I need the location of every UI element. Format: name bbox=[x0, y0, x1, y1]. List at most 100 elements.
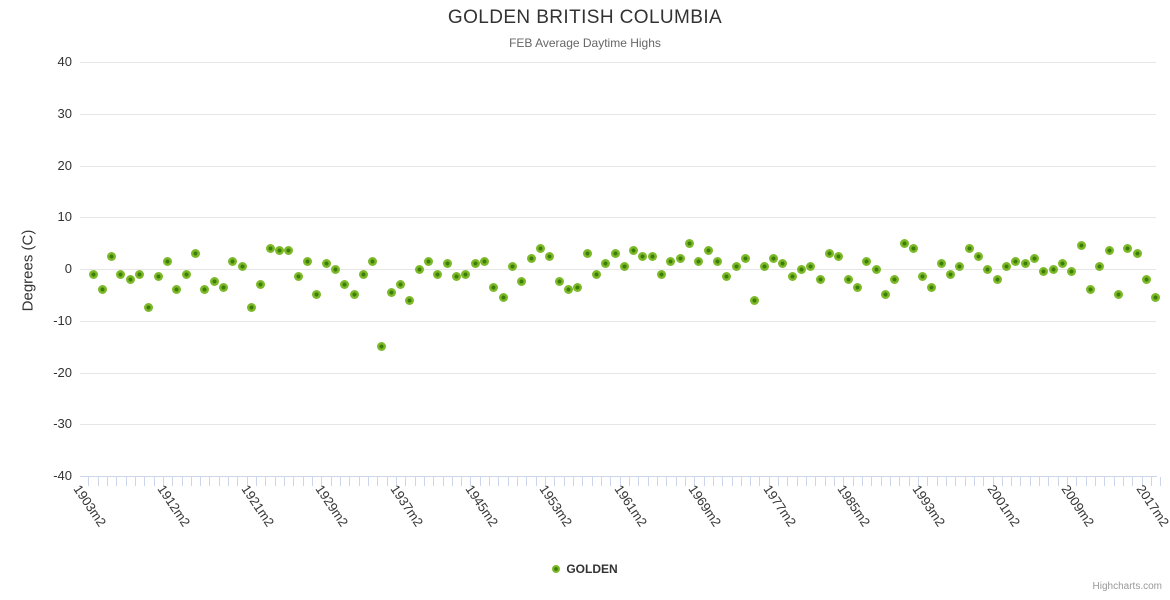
data-point[interactable] bbox=[293, 272, 303, 282]
data-point[interactable] bbox=[125, 274, 135, 284]
data-point[interactable] bbox=[741, 254, 751, 264]
data-point[interactable] bbox=[573, 282, 583, 292]
data-point[interactable] bbox=[1030, 254, 1039, 264]
data-point[interactable] bbox=[610, 248, 620, 258]
data-point[interactable] bbox=[368, 256, 378, 266]
data-point[interactable] bbox=[1011, 256, 1021, 266]
data-point[interactable] bbox=[871, 264, 881, 274]
data-point[interactable] bbox=[517, 277, 527, 287]
data-point[interactable] bbox=[144, 303, 154, 313]
data-point[interactable] bbox=[927, 282, 937, 292]
data-point[interactable] bbox=[815, 274, 825, 284]
highcharts-credit[interactable]: Highcharts.com bbox=[1092, 581, 1162, 592]
data-point[interactable] bbox=[535, 243, 545, 253]
data-point[interactable] bbox=[1132, 248, 1142, 258]
data-point[interactable] bbox=[862, 256, 872, 266]
data-point[interactable] bbox=[470, 259, 480, 269]
data-point[interactable] bbox=[778, 259, 788, 269]
data-point[interactable] bbox=[694, 256, 704, 266]
data-point[interactable] bbox=[302, 256, 312, 266]
data-point[interactable] bbox=[1039, 267, 1049, 277]
data-point[interactable] bbox=[452, 272, 462, 282]
data-point[interactable] bbox=[274, 246, 284, 256]
data-point[interactable] bbox=[153, 272, 163, 282]
data-point[interactable] bbox=[796, 264, 806, 274]
data-point[interactable] bbox=[750, 295, 760, 305]
data-point[interactable] bbox=[992, 274, 1002, 284]
data-point[interactable] bbox=[181, 269, 191, 279]
data-point[interactable] bbox=[983, 264, 993, 274]
data-point[interactable] bbox=[191, 248, 201, 258]
data-point[interactable] bbox=[116, 269, 126, 279]
data-point[interactable] bbox=[685, 238, 695, 248]
legend-item-golden[interactable]: GOLDEN bbox=[0, 562, 1170, 576]
data-point[interactable] bbox=[424, 256, 434, 266]
data-point[interactable] bbox=[284, 246, 294, 256]
data-point[interactable] bbox=[97, 285, 107, 295]
data-point[interactable] bbox=[433, 269, 443, 279]
data-point[interactable] bbox=[498, 292, 508, 302]
data-point[interactable] bbox=[1048, 264, 1058, 274]
data-point[interactable] bbox=[769, 254, 778, 264]
data-point[interactable] bbox=[107, 251, 117, 261]
data-point[interactable] bbox=[1104, 246, 1114, 256]
data-point[interactable] bbox=[936, 259, 946, 269]
data-point[interactable] bbox=[918, 272, 928, 282]
data-point[interactable] bbox=[135, 269, 145, 279]
data-point[interactable] bbox=[946, 269, 956, 279]
data-point[interactable] bbox=[545, 251, 555, 261]
data-point[interactable] bbox=[834, 251, 844, 261]
data-point[interactable] bbox=[843, 274, 853, 284]
data-point[interactable] bbox=[489, 282, 499, 292]
data-point[interactable] bbox=[1085, 285, 1095, 295]
data-point[interactable] bbox=[1057, 259, 1067, 269]
data-point[interactable] bbox=[731, 261, 741, 271]
data-point[interactable] bbox=[582, 248, 592, 258]
data-point[interactable] bbox=[396, 280, 406, 290]
data-point[interactable] bbox=[209, 277, 219, 287]
data-point[interactable] bbox=[246, 303, 256, 313]
data-point[interactable] bbox=[713, 256, 723, 266]
data-point[interactable] bbox=[955, 261, 965, 271]
data-point[interactable] bbox=[1002, 261, 1012, 271]
data-point[interactable] bbox=[675, 254, 685, 264]
data-point[interactable] bbox=[1123, 243, 1133, 253]
data-point[interactable] bbox=[1020, 259, 1030, 269]
data-point[interactable] bbox=[228, 256, 238, 266]
data-point[interactable] bbox=[442, 259, 452, 269]
data-point[interactable] bbox=[759, 261, 769, 271]
data-point[interactable] bbox=[899, 238, 909, 248]
data-point[interactable] bbox=[974, 251, 984, 261]
data-point[interactable] bbox=[824, 248, 834, 258]
data-point[interactable] bbox=[163, 256, 173, 266]
data-point[interactable] bbox=[908, 243, 918, 253]
data-point[interactable] bbox=[666, 256, 676, 266]
data-point[interactable] bbox=[601, 259, 611, 269]
data-point[interactable] bbox=[964, 243, 974, 253]
data-point[interactable] bbox=[377, 342, 387, 352]
data-point[interactable] bbox=[1151, 292, 1161, 302]
data-point[interactable] bbox=[629, 246, 639, 256]
data-point[interactable] bbox=[1113, 290, 1123, 300]
data-point[interactable] bbox=[703, 246, 713, 256]
data-point[interactable] bbox=[200, 285, 210, 295]
data-point[interactable] bbox=[591, 269, 601, 279]
data-point[interactable] bbox=[787, 272, 797, 282]
data-point[interactable] bbox=[405, 295, 415, 305]
data-point[interactable] bbox=[349, 290, 359, 300]
data-point[interactable] bbox=[507, 261, 517, 271]
data-point[interactable] bbox=[480, 256, 490, 266]
data-point[interactable] bbox=[890, 274, 900, 284]
data-point[interactable] bbox=[219, 282, 228, 292]
data-point[interactable] bbox=[1141, 274, 1151, 284]
data-point[interactable] bbox=[386, 287, 396, 297]
data-point[interactable] bbox=[657, 269, 667, 279]
data-point[interactable] bbox=[554, 277, 564, 287]
data-point[interactable] bbox=[265, 243, 275, 253]
data-point[interactable] bbox=[172, 285, 182, 295]
data-point[interactable] bbox=[1095, 261, 1105, 271]
data-point[interactable] bbox=[619, 261, 629, 271]
data-point[interactable] bbox=[526, 254, 536, 264]
data-point[interactable] bbox=[1067, 267, 1077, 277]
data-point[interactable] bbox=[461, 269, 471, 279]
